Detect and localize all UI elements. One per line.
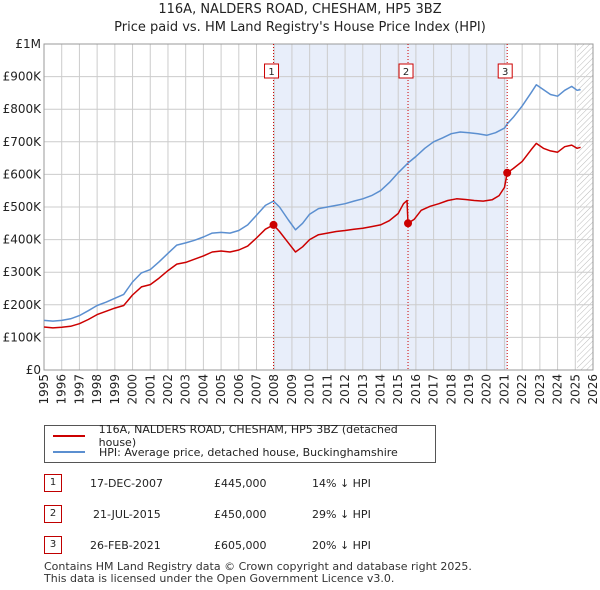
y-tick-label: £0	[26, 363, 41, 377]
x-tick-label: 2007	[250, 374, 264, 405]
legend-item-hpi: HPI: Average price, detached house, Buck…	[53, 444, 398, 460]
legend-swatch-property	[53, 435, 85, 437]
y-tick-label: £400K	[3, 233, 43, 247]
footer-licence: This data is licensed under the Open Gov…	[44, 572, 395, 585]
legend: 116A, NALDERS ROAD, CHESHAM, HP5 3BZ (de…	[44, 423, 436, 463]
transaction-number: 2	[44, 505, 62, 523]
x-tick-label: 2009	[285, 374, 299, 405]
chart-title: 116A, NALDERS ROAD, CHESHAM, HP5 3BZ	[158, 2, 442, 17]
x-tick-label: 2020	[480, 374, 494, 405]
transaction-hpi: 29% ↓ HPI	[312, 508, 371, 521]
x-tick-label: 2006	[232, 374, 246, 405]
marker-badge	[264, 63, 280, 79]
legend-label-hpi: HPI: Average price, detached house, Buck…	[99, 445, 398, 459]
marker-badge-label: 2	[403, 67, 409, 78]
sale-point	[269, 220, 278, 229]
series-line-hpi	[43, 84, 581, 322]
x-tick-label: 2023	[533, 374, 547, 405]
x-tick-label: 2024	[551, 374, 565, 405]
y-tick-label: £700K	[3, 135, 43, 149]
x-tick-label: 2008	[267, 374, 281, 405]
transaction-date: 17-DEC-2007	[90, 477, 164, 490]
transaction-hpi: 14% ↓ HPI	[312, 477, 371, 490]
x-tick-label: 1999	[108, 374, 122, 405]
x-tick-label: 2001	[143, 374, 157, 405]
y-tick-label: £200K	[3, 298, 43, 312]
x-tick-label: 2003	[179, 374, 193, 405]
x-tick-label: 2016	[409, 374, 423, 405]
transaction-price: £605,000	[214, 539, 267, 552]
x-tick-label: 2017	[427, 374, 441, 405]
x-tick-label: 2019	[462, 374, 476, 405]
x-tick-label: 2012	[338, 374, 352, 405]
sale-point	[503, 168, 512, 177]
transaction-number: 1	[44, 474, 62, 492]
x-tick-label: 2011	[320, 374, 334, 405]
transaction-date: 26-FEB-2021	[90, 539, 161, 552]
y-tick-label: £1M	[15, 37, 41, 51]
x-tick-label: 1998	[90, 374, 104, 405]
x-tick-label: 2022	[515, 374, 529, 405]
x-tick-label: 2013	[356, 374, 370, 405]
transaction-row: 2 21-JUL-2015 £450,000 29% ↓ HPI	[44, 505, 444, 525]
transaction-row: 1 17-DEC-2007 £445,000 14% ↓ HPI	[44, 474, 444, 494]
chart-subtitle: Price paid vs. HM Land Registry's House …	[114, 20, 486, 35]
x-tick-label: 2026	[586, 374, 600, 405]
y-tick-label: £900K	[3, 70, 43, 84]
y-tick-label: £300K	[3, 265, 43, 279]
x-tick-label: 2014	[373, 374, 387, 405]
sale-point	[404, 219, 413, 228]
y-tick-label: £500K	[3, 200, 43, 214]
marker-badge	[398, 63, 414, 79]
y-tick-label: £800K	[3, 102, 43, 116]
transaction-hpi: 20% ↓ HPI	[312, 539, 371, 552]
x-tick-label: 1996	[55, 374, 69, 405]
price-chart: £0 £100K £200K £300K £400K £500K £600K £700K £80…	[3, 37, 600, 405]
legend-label-property: 116A, NALDERS ROAD, CHESHAM, HP5 3BZ (de…	[98, 423, 398, 449]
transaction-number: 3	[44, 536, 62, 554]
y-tick-label: £600K	[3, 167, 43, 181]
y-tick-label: £100K	[3, 330, 43, 344]
x-tick-label: 2018	[444, 374, 458, 405]
x-tick-label: 1995	[37, 374, 51, 405]
series-line-property	[43, 142, 581, 329]
x-tick-label: 2005	[214, 374, 228, 405]
transaction-price: £450,000	[214, 508, 267, 521]
x-tick-label: 2021	[497, 374, 511, 405]
footer-copyright: Contains HM Land Registry data © Crown c…	[44, 560, 472, 573]
marker-badge-label: 1	[268, 67, 274, 78]
x-tick-label: 1997	[72, 374, 86, 405]
x-tick-label: 2015	[391, 374, 405, 405]
marker-badge-label: 3	[502, 67, 508, 78]
x-tick-label: 2004	[196, 374, 210, 405]
transaction-date: 21-JUL-2015	[93, 508, 161, 521]
x-tick-label: 2010	[303, 374, 317, 405]
marker-badge	[497, 63, 513, 79]
x-tick-label: 2002	[161, 374, 175, 405]
plot-frame	[43, 43, 594, 371]
footer: Contains HM Land Registry data © Crown c…	[44, 561, 472, 585]
x-tick-label: 2025	[568, 374, 582, 405]
transaction-price: £445,000	[214, 477, 267, 490]
transaction-row: 3 26-FEB-2021 £605,000 20% ↓ HPI	[44, 536, 444, 556]
legend-swatch-hpi	[53, 451, 85, 453]
legend-item-property: 116A, NALDERS ROAD, CHESHAM, HP5 3BZ (de…	[53, 423, 435, 449]
x-tick-label: 2000	[126, 374, 140, 405]
